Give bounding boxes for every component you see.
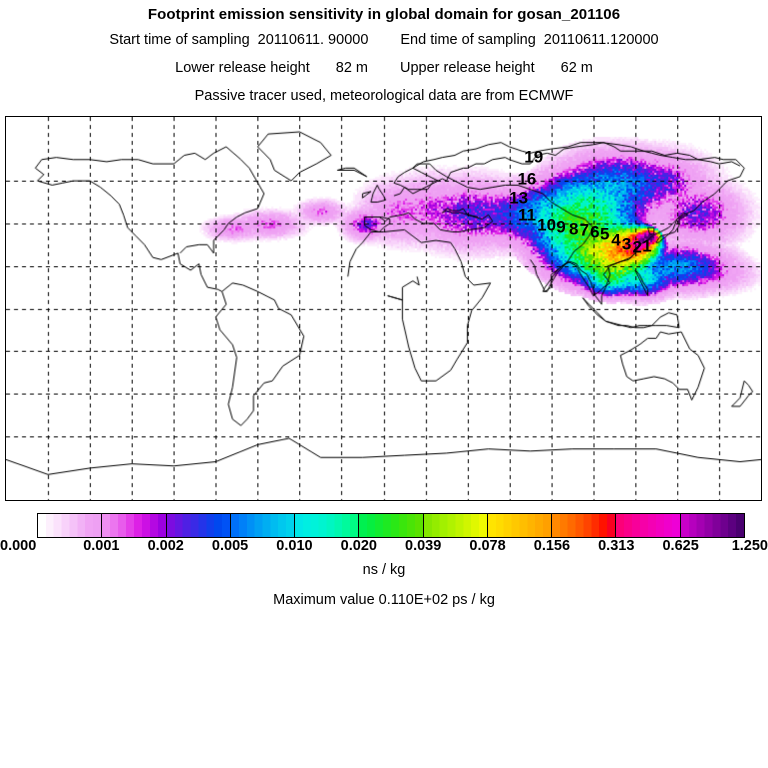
colorbar-segment-3 bbox=[230, 514, 296, 537]
colorbar-tick-0: 0.000 bbox=[0, 538, 37, 554]
colorbar-segment-9 bbox=[616, 514, 681, 537]
trajectory-label-1: 1 bbox=[642, 236, 652, 256]
trajectory-label-13: 13 bbox=[509, 188, 529, 208]
colorbar-segment-7 bbox=[487, 514, 553, 537]
trajectory-label-11: 11 bbox=[517, 205, 536, 225]
colorbar-tick-2: 0.002 bbox=[147, 538, 184, 554]
colorbar-segment-10 bbox=[680, 514, 744, 537]
trajectory-label-8: 8 bbox=[569, 219, 579, 239]
colorbar-tick-5: 0.020 bbox=[340, 538, 377, 554]
trajectory-label-4: 4 bbox=[611, 230, 621, 250]
colorbar-tick-4: 0.010 bbox=[276, 538, 313, 554]
colorbar-segment-2 bbox=[166, 514, 231, 537]
trajectory-label-19: 19 bbox=[524, 147, 544, 167]
start-time-value: 20110611. 90000 bbox=[257, 32, 369, 48]
colorbar-tick-labels: 0.000 0.001 0.002 0.005 0.010 0.020 0.039 0.078… bbox=[0, 538, 768, 558]
colorbar-tick-9: 0.313 bbox=[598, 538, 635, 554]
trajectory-label-2: 2 bbox=[632, 237, 642, 257]
trajectory-label-10: 10 bbox=[537, 215, 557, 235]
colorbar-tick-7: 0.078 bbox=[469, 538, 506, 554]
colorbar-segment-8 bbox=[552, 514, 617, 537]
colorbar-segment-0 bbox=[38, 514, 103, 537]
colorbar-segment-5 bbox=[359, 514, 424, 537]
trajectory-label-6: 6 bbox=[590, 222, 600, 242]
colorbar-tick-1: 0.001 bbox=[83, 538, 120, 554]
end-time-label: End time of sampling bbox=[400, 32, 536, 48]
footprint-heatmap-canvas bbox=[6, 117, 761, 500]
tracer-note: Passive tracer used, meteorological data… bbox=[194, 88, 574, 104]
trajectory-label-16: 16 bbox=[517, 169, 537, 189]
trajectory-label-3: 3 bbox=[621, 234, 632, 254]
upper-release-height-value: 62 m bbox=[560, 60, 593, 76]
page-title: Footprint emission sensitivity in global… bbox=[147, 6, 621, 23]
colorbar-tick-6: 0.039 bbox=[405, 538, 442, 554]
colorbar-segment-1 bbox=[102, 514, 167, 537]
trajectory-label-9: 9 bbox=[556, 217, 566, 237]
colorbar-unit-label: ns / kg bbox=[362, 562, 406, 578]
maximum-value-label: Maximum value 0.110E+02 ps / kg bbox=[273, 592, 495, 608]
trajectory-label-7: 7 bbox=[579, 220, 590, 240]
sampling-time-line: Start time of sampling 20110611. 90000 End… bbox=[0, 32, 768, 48]
colorbar-segment-4 bbox=[295, 514, 360, 537]
lower-release-height-label: Lower release height bbox=[175, 60, 310, 76]
trajectory-label-5: 5 bbox=[599, 224, 610, 244]
colorbar-segment-6 bbox=[423, 514, 488, 537]
colorbar-tick-11: 1.250 bbox=[731, 538, 768, 554]
colorbar-tick-10: 0.625 bbox=[662, 538, 699, 554]
release-height-line: Lower release height 82 m Upper release he… bbox=[0, 60, 768, 76]
colorbar-tick-8: 0.156 bbox=[533, 538, 571, 554]
end-time-value: 20110611.120000 bbox=[543, 32, 659, 48]
colorbar-tick-3: 0.005 bbox=[211, 538, 249, 554]
map-panel: 19 16 13 11 10 9 8 7 6 5 4 3 2 1 bbox=[5, 116, 762, 501]
lower-release-height-value: 82 m bbox=[335, 60, 368, 76]
colorbar bbox=[37, 513, 745, 538]
upper-release-height-label: Upper release height bbox=[400, 60, 535, 76]
start-time-label: Start time of sampling bbox=[109, 32, 250, 48]
